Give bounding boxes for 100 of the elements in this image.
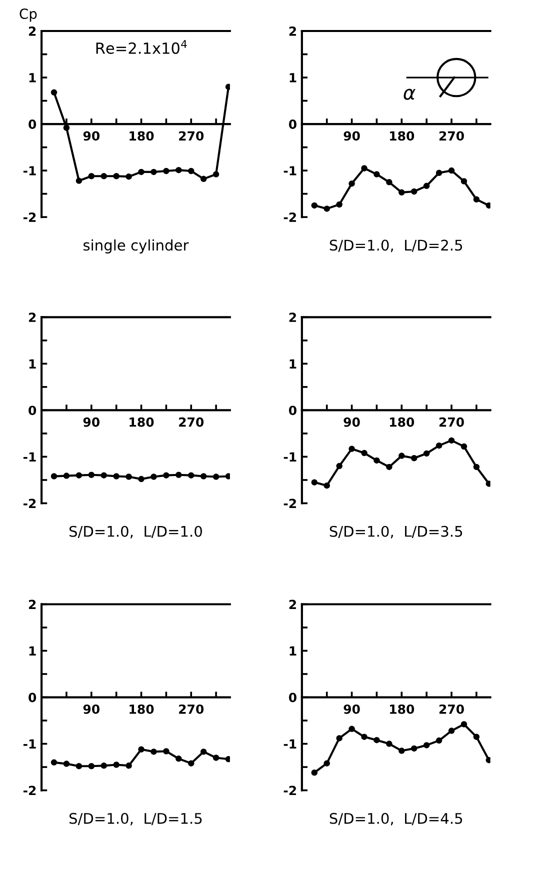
y-axis-title: Cp xyxy=(20,8,37,22)
point xyxy=(486,756,490,764)
point xyxy=(436,442,442,449)
x-tick-label: 270 xyxy=(439,417,464,427)
y-tick-label: 1 xyxy=(290,73,296,82)
y-tick-label: -1 xyxy=(284,739,296,749)
point xyxy=(225,756,230,762)
point xyxy=(448,437,455,444)
x-tick-label: 270 xyxy=(439,704,464,714)
point xyxy=(324,760,330,766)
point xyxy=(311,770,318,776)
point xyxy=(398,189,405,196)
x-tick-label: 180 xyxy=(130,417,154,427)
y-tick-label: 2 xyxy=(289,600,296,609)
y-tick-label: 2 xyxy=(289,312,296,322)
point xyxy=(324,482,330,489)
point xyxy=(410,455,418,462)
point xyxy=(126,173,132,180)
y-tick-label: -1 xyxy=(284,452,296,462)
x-tick-label: 270 xyxy=(179,417,204,427)
point xyxy=(126,762,132,769)
point xyxy=(150,748,157,755)
point xyxy=(113,173,120,180)
y-tick-label: 0 xyxy=(28,120,36,129)
point xyxy=(212,754,220,761)
y-tick-label: 1 xyxy=(290,646,296,656)
point xyxy=(486,202,490,209)
annotation: α xyxy=(404,88,416,100)
point xyxy=(386,179,392,186)
point xyxy=(176,756,182,762)
y-tick-label: 0 xyxy=(28,692,36,702)
y-tick-label: 0 xyxy=(28,406,36,416)
point xyxy=(336,201,342,208)
point xyxy=(200,176,207,182)
point xyxy=(188,168,194,174)
point xyxy=(348,726,355,732)
y-tick-label: -2 xyxy=(23,498,36,508)
point xyxy=(460,443,468,450)
x-axis-title: S/D=1.0, L/D=1.0 xyxy=(69,526,202,538)
y-tick-label: 2 xyxy=(28,600,36,609)
y-tick-label: -2 xyxy=(284,212,296,222)
x-tick-label: 180 xyxy=(130,704,154,714)
point xyxy=(436,737,442,744)
annotation: Re=2.1x10$^{4}$ xyxy=(96,40,187,54)
point xyxy=(410,188,418,195)
x-axis-title: S/D=1.0, L/D=4.5 xyxy=(330,812,462,826)
point xyxy=(225,84,230,90)
x-tick-label: 270 xyxy=(179,131,204,141)
point xyxy=(348,180,355,187)
point xyxy=(361,450,368,456)
x-tick-label: 90 xyxy=(344,131,360,141)
x-axis-title: S/D=1.0, L/D=3.5 xyxy=(330,526,462,538)
y-tick-label: 1 xyxy=(29,73,36,82)
point xyxy=(176,166,182,174)
point xyxy=(361,165,368,172)
x-tick-label: 180 xyxy=(390,417,414,427)
point xyxy=(163,168,170,174)
point xyxy=(138,168,144,176)
point xyxy=(50,89,58,96)
point xyxy=(212,171,220,178)
point xyxy=(188,760,194,766)
point xyxy=(448,728,455,734)
y-tick-label: 1 xyxy=(29,359,36,368)
x-axis-title: S/D=1.0, L/D=1.5 xyxy=(69,812,202,826)
point xyxy=(436,170,442,176)
y-tick-label: 0 xyxy=(288,406,296,416)
y-tick-label: -2 xyxy=(23,786,36,796)
point xyxy=(163,748,170,754)
y-tick-label: 1 xyxy=(29,646,36,656)
y-tick-label: 2 xyxy=(28,26,36,36)
point xyxy=(311,479,318,486)
point xyxy=(138,746,144,753)
y-tick-label: -2 xyxy=(284,498,296,508)
point xyxy=(324,206,330,212)
point xyxy=(150,168,157,176)
point xyxy=(361,734,368,740)
y-tick-label: -2 xyxy=(23,212,36,222)
point xyxy=(200,748,207,755)
x-tick-label: 90 xyxy=(344,417,360,427)
x-tick-label: 180 xyxy=(390,704,414,714)
point xyxy=(336,462,342,470)
point xyxy=(410,745,418,752)
point xyxy=(88,173,95,180)
point xyxy=(113,762,120,768)
point xyxy=(423,182,430,190)
x-tick-label: 180 xyxy=(130,131,154,141)
y-tick-label: 1 xyxy=(290,359,296,368)
y-tick-label: -2 xyxy=(284,786,296,796)
point xyxy=(374,736,380,744)
point xyxy=(348,446,355,452)
x-tick-label: 90 xyxy=(83,417,100,427)
point xyxy=(460,721,468,728)
y-tick-label: -1 xyxy=(23,166,36,176)
point xyxy=(76,763,82,770)
x-tick-label: 180 xyxy=(390,131,414,141)
point xyxy=(473,464,480,470)
point xyxy=(486,480,490,487)
x-tick-label: 270 xyxy=(439,131,464,141)
y-tick-label: 0 xyxy=(288,120,296,129)
y-tick-label: 2 xyxy=(289,26,296,36)
